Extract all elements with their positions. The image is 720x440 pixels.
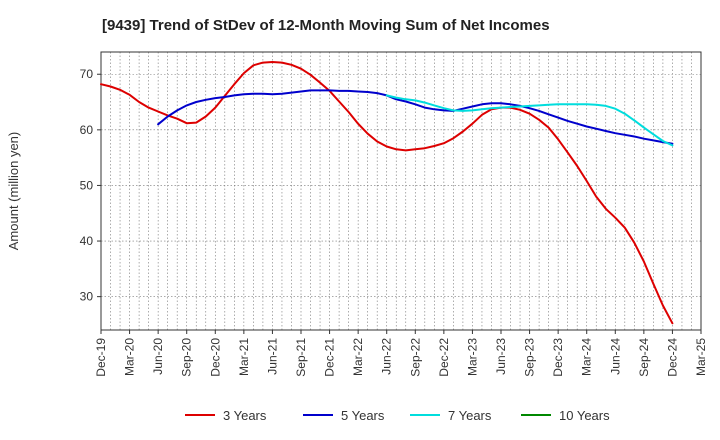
x-tick-label: Sep-22 [408, 338, 422, 377]
legend-label: 10 Years [559, 408, 610, 423]
x-tick-label: Jun-21 [265, 338, 279, 375]
x-tick-label: Dec-22 [437, 338, 451, 377]
y-tick-label: 50 [80, 178, 94, 192]
grid [101, 52, 701, 330]
chart-title: [9439] Trend of StDev of 12-Month Moving… [102, 17, 550, 34]
x-tick-label: Dec-24 [665, 338, 679, 377]
x-tick-label: Jun-23 [494, 338, 508, 375]
legend-label: 7 Years [448, 408, 492, 423]
legend: 3 Years 5 Years 7 Years 10 Years [185, 408, 610, 423]
x-tick-label: Jun-22 [380, 338, 394, 375]
plot-area [100, 51, 702, 331]
y-tick-label: 40 [80, 234, 94, 248]
legend-label: 5 Years [341, 408, 385, 423]
x-tick-label: Dec-19 [94, 338, 108, 377]
x-tick-label: Mar-20 [123, 338, 137, 376]
x-tick-label: Jun-24 [608, 338, 622, 375]
series-line-7-years [385, 94, 674, 147]
x-tick-label: Mar-22 [351, 338, 365, 376]
x-tick-label: Jun-20 [151, 338, 165, 375]
x-tick-label: Sep-23 [523, 338, 537, 377]
x-tick-label: Sep-24 [637, 338, 651, 377]
x-tick-label: Mar-23 [465, 338, 479, 376]
x-axis: Dec-19 Mar-20 Jun-20 Sep-20 Dec-20 Mar-21 Jun-… [94, 330, 708, 377]
x-tick-label: Sep-21 [294, 338, 308, 377]
x-tick-label: Mar-24 [580, 338, 594, 376]
series-line-5-years [157, 89, 674, 145]
x-tick-label: Dec-21 [323, 338, 337, 377]
x-tick-label: Mar-25 [694, 338, 708, 376]
x-tick-label: Dec-20 [208, 338, 222, 377]
x-tick-label: Mar-21 [237, 338, 251, 376]
y-tick-label: 30 [80, 290, 94, 304]
y-axis: 30 40 50 60 70 [80, 67, 101, 304]
series-line-3-years [100, 61, 674, 325]
y-axis-label: Amount (million yen) [6, 132, 21, 251]
y-tick-label: 60 [80, 123, 94, 137]
series-lines [100, 61, 674, 325]
x-tick-label: Dec-23 [551, 338, 565, 377]
legend-label: 3 Years [223, 408, 267, 423]
x-tick-label: Sep-20 [180, 338, 194, 377]
y-tick-label: 70 [80, 67, 94, 81]
